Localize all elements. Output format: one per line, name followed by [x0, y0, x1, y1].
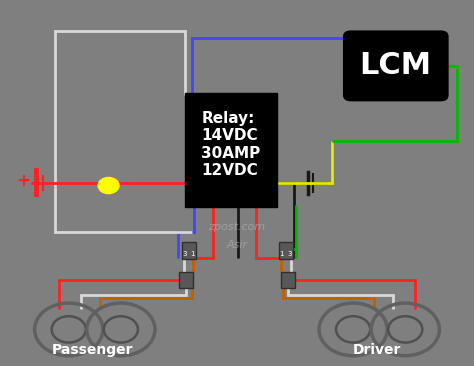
Text: Passenger: Passenger: [52, 343, 133, 357]
Circle shape: [98, 178, 119, 194]
Text: LCM: LCM: [360, 51, 432, 81]
Text: Relay:
14VDC
30AMP
12VDC: Relay: 14VDC 30AMP 12VDC: [201, 111, 261, 178]
Text: 3: 3: [288, 251, 292, 257]
Text: 3: 3: [182, 251, 187, 257]
Text: 1: 1: [191, 251, 195, 257]
Bar: [281, 272, 295, 288]
FancyBboxPatch shape: [344, 31, 448, 101]
Bar: [182, 243, 196, 259]
FancyBboxPatch shape: [185, 93, 277, 207]
Text: Driver: Driver: [353, 343, 401, 357]
Text: +: +: [16, 172, 30, 190]
Bar: [102, 181, 115, 191]
Text: Asir: Asir: [227, 240, 247, 250]
Text: zpost.com: zpost.com: [209, 222, 265, 232]
Text: 1: 1: [280, 251, 284, 257]
Bar: [279, 243, 293, 259]
Bar: [179, 272, 193, 288]
